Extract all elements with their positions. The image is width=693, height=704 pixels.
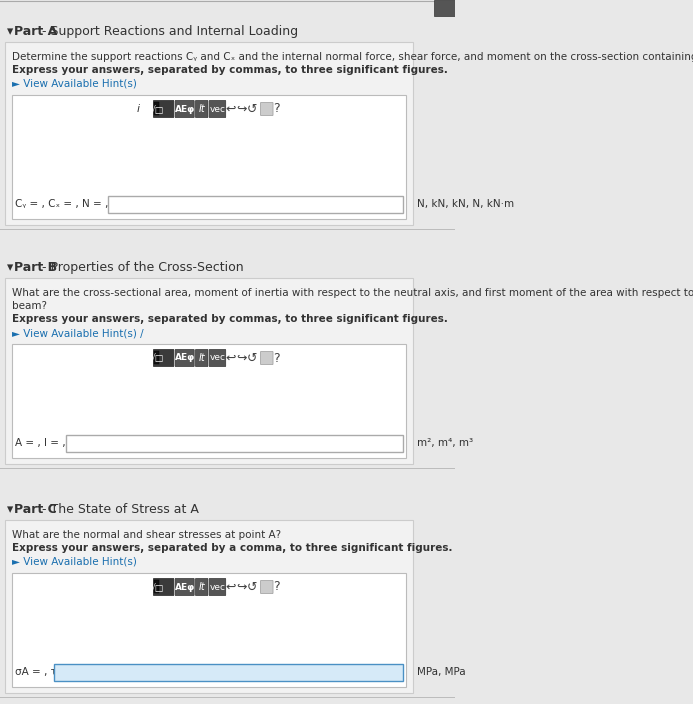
- Text: A = , I = , Q =: A = , I = , Q =: [15, 438, 89, 448]
- Text: ▾: ▾: [6, 261, 13, 274]
- Text: ↪: ↪: [236, 581, 247, 593]
- Text: ↺: ↺: [247, 103, 257, 115]
- FancyBboxPatch shape: [108, 196, 403, 213]
- Text: ▾: ▾: [6, 25, 13, 38]
- Text: - Properties of the Cross-Section: - Properties of the Cross-Section: [38, 261, 244, 274]
- FancyBboxPatch shape: [12, 95, 406, 219]
- Text: AEφ: AEφ: [175, 582, 195, 591]
- Text: ↪: ↪: [236, 103, 247, 115]
- FancyBboxPatch shape: [155, 102, 159, 115]
- Text: It: It: [198, 353, 205, 363]
- Text: i: i: [137, 104, 139, 114]
- FancyBboxPatch shape: [12, 344, 406, 458]
- Text: √□: √□: [150, 355, 164, 363]
- FancyBboxPatch shape: [155, 351, 159, 364]
- Text: ► View Available Hint(s): ► View Available Hint(s): [12, 557, 137, 567]
- FancyBboxPatch shape: [53, 664, 403, 681]
- FancyBboxPatch shape: [153, 579, 174, 596]
- Text: vec: vec: [209, 582, 225, 591]
- Text: ?: ?: [273, 103, 280, 115]
- FancyBboxPatch shape: [155, 580, 159, 593]
- Text: ↺: ↺: [247, 351, 257, 365]
- FancyBboxPatch shape: [434, 0, 455, 16]
- FancyBboxPatch shape: [153, 101, 174, 118]
- FancyBboxPatch shape: [12, 573, 406, 687]
- Text: ↩: ↩: [225, 351, 236, 365]
- FancyBboxPatch shape: [175, 579, 194, 596]
- FancyBboxPatch shape: [261, 103, 273, 115]
- Text: AEφ: AEφ: [175, 104, 195, 113]
- Text: Part A: Part A: [15, 25, 58, 38]
- Text: √□: √□: [150, 584, 164, 593]
- Text: Express your answers, separated by a comma, to three significant figures.: Express your answers, separated by a com…: [12, 543, 453, 553]
- Text: MPa, MPa: MPa, MPa: [416, 667, 465, 677]
- FancyBboxPatch shape: [66, 435, 403, 452]
- Text: ↩: ↩: [225, 581, 236, 593]
- Text: ↪: ↪: [236, 351, 247, 365]
- FancyBboxPatch shape: [261, 581, 273, 593]
- FancyBboxPatch shape: [6, 520, 412, 693]
- Text: ↩: ↩: [225, 103, 236, 115]
- Text: ?: ?: [273, 351, 280, 365]
- Text: Part B: Part B: [15, 261, 58, 274]
- FancyBboxPatch shape: [6, 278, 412, 464]
- Text: ► View Available Hint(s) /: ► View Available Hint(s) /: [12, 328, 143, 338]
- Text: N, kN, kN, N, kN·m: N, kN, kN, N, kN·m: [416, 199, 514, 209]
- Text: ► View Available Hint(s): ► View Available Hint(s): [12, 79, 137, 89]
- Text: Part C: Part C: [15, 503, 58, 516]
- Text: - The State of Stress at A: - The State of Stress at A: [38, 503, 199, 516]
- FancyBboxPatch shape: [209, 579, 226, 596]
- Text: Express your answers, separated by commas, to three significant figures.: Express your answers, separated by comma…: [12, 65, 448, 75]
- Text: Express your answers, separated by commas, to three significant figures.: Express your answers, separated by comma…: [12, 314, 448, 324]
- FancyBboxPatch shape: [209, 101, 226, 118]
- FancyBboxPatch shape: [6, 42, 412, 225]
- Text: beam?: beam?: [12, 301, 47, 311]
- FancyBboxPatch shape: [175, 349, 194, 367]
- Text: ▾: ▾: [6, 503, 13, 516]
- Text: What are the cross-sectional area, moment of inertia with respect to the neutral: What are the cross-sectional area, momen…: [12, 288, 693, 298]
- Text: ?: ?: [273, 581, 280, 593]
- FancyBboxPatch shape: [153, 349, 174, 367]
- Text: Determine the support reactions Cᵧ and Cₓ and the internal normal force, shear f: Determine the support reactions Cᵧ and C…: [12, 52, 693, 62]
- Text: AEφ: AEφ: [175, 353, 195, 363]
- FancyBboxPatch shape: [195, 579, 208, 596]
- Text: It: It: [198, 104, 205, 114]
- Text: - Support Reactions and Internal Loading: - Support Reactions and Internal Loading: [38, 25, 298, 38]
- Text: It: It: [198, 582, 205, 592]
- FancyBboxPatch shape: [209, 349, 226, 367]
- Text: ↺: ↺: [247, 581, 257, 593]
- Text: σA = , τA =: σA = , τA =: [15, 667, 76, 677]
- Text: m², m⁴, m³: m², m⁴, m³: [416, 438, 473, 448]
- Text: √□: √□: [150, 106, 164, 115]
- FancyBboxPatch shape: [195, 349, 208, 367]
- Text: vec: vec: [209, 104, 225, 113]
- FancyBboxPatch shape: [195, 101, 208, 118]
- FancyBboxPatch shape: [175, 101, 194, 118]
- Text: vec: vec: [209, 353, 225, 363]
- Text: What are the normal and shear stresses at point A?: What are the normal and shear stresses a…: [12, 530, 281, 540]
- Text: Cᵧ = , Cₓ = , N = , V = , M =: Cᵧ = , Cₓ = , N = , V = , M =: [15, 199, 161, 209]
- FancyBboxPatch shape: [261, 351, 273, 365]
